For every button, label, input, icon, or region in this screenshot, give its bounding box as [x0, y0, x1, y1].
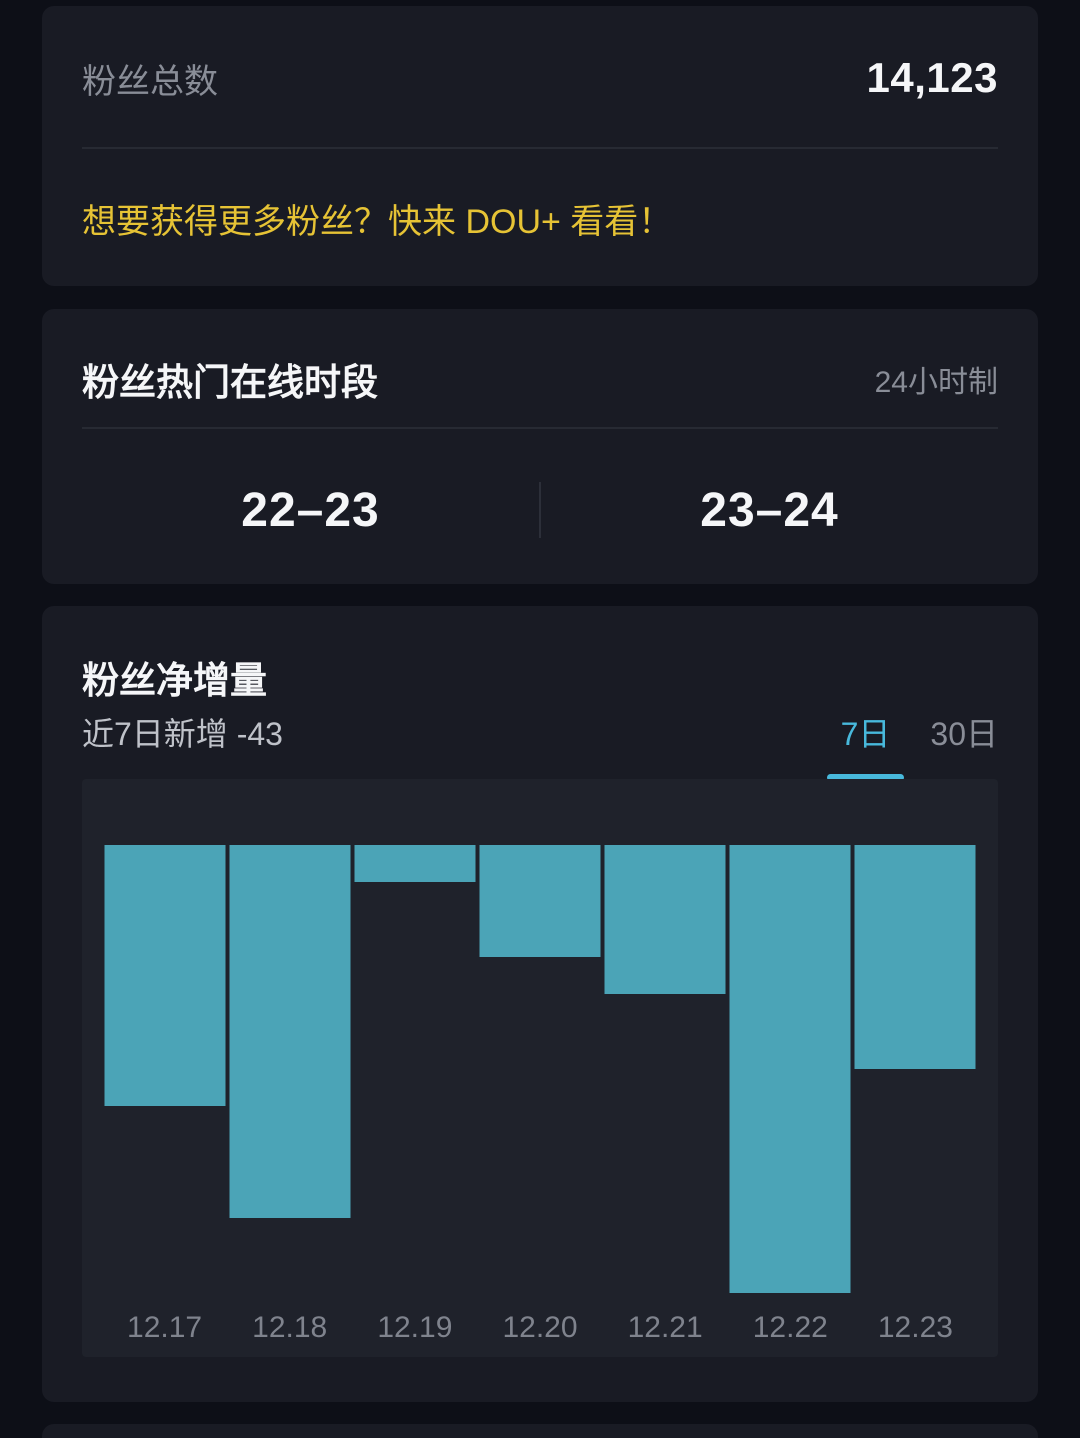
x-tick-label: 12.20 [502, 1311, 578, 1344]
fan-stats-page: 粉丝总数 14,123 想要获得更多粉丝？快来 DOU+ 看看！ 粉丝热门在线时… [0, 6, 1080, 1438]
time-slot-2: 23–24 [700, 483, 839, 537]
x-tick-label: 12.22 [752, 1311, 828, 1344]
x-tick-label: 12.18 [252, 1311, 328, 1344]
x-tick-label: 12.23 [877, 1311, 953, 1344]
tab-30-days[interactable]: 30日 [930, 716, 998, 752]
chart-column: 12.18 [227, 779, 352, 1357]
bar-12.20[interactable] [479, 845, 601, 957]
online-time-title: 粉丝热门在线时段 [82, 362, 378, 403]
online-time-header: 粉丝热门在线时段 24小时制 [82, 309, 998, 403]
divider [82, 147, 998, 149]
divider [82, 427, 998, 429]
time-slot-1: 22–23 [241, 483, 380, 537]
fans-total-card: 粉丝总数 14,123 想要获得更多粉丝？快来 DOU+ 看看！ [42, 6, 1038, 286]
chart-column: 12.19 [352, 779, 477, 1357]
chart-column: 12.21 [603, 779, 728, 1357]
fans-total-label: 粉丝总数 [82, 62, 218, 101]
fans-total-header: 粉丝总数 14,123 [82, 6, 998, 101]
bar-12.18[interactable] [229, 845, 351, 1218]
bar-12.21[interactable] [604, 845, 726, 994]
chart-column: 12.20 [477, 779, 602, 1357]
chart-column: 12.23 [853, 779, 978, 1357]
next-card-stub [42, 1424, 1038, 1438]
x-tick-label: 12.21 [627, 1311, 703, 1344]
fans-total-value: 14,123 [866, 54, 998, 101]
vertical-divider [539, 482, 541, 538]
time-format-label: 24小时制 [874, 366, 998, 399]
tab-7-days[interactable]: 7日 [826, 709, 905, 781]
range-tabs: 7日 30日 [826, 709, 998, 781]
online-time-card: 粉丝热门在线时段 24小时制 22–23 23–24 [42, 309, 1038, 584]
dou-plus-promo-link[interactable]: 想要获得更多粉丝？快来 DOU+ 看看！ [82, 203, 673, 241]
chart-column: 12.22 [728, 779, 853, 1357]
net-growth-chart: 12.17 12.18 12.19 12.20 12.21 12.22 12.23 [82, 779, 998, 1357]
time-slots-row: 22–23 23–24 [82, 482, 998, 538]
net-growth-title-row: 粉丝净增量 [82, 606, 998, 701]
bar-12.17[interactable] [104, 845, 226, 1106]
bar-12.23[interactable] [854, 845, 976, 1069]
x-tick-label: 12.17 [127, 1311, 203, 1344]
bar-12.22[interactable] [729, 845, 851, 1293]
net-growth-card: 粉丝净增量 近7日新增 -43 7日 30日 12.17 12.18 12.19 12… [42, 606, 1038, 1402]
x-tick-label: 12.19 [377, 1311, 453, 1344]
net-growth-subrow: 近7日新增 -43 7日 30日 [82, 714, 998, 781]
chart-column: 12.17 [102, 779, 227, 1357]
bar-12.19[interactable] [354, 845, 476, 882]
net-growth-title: 粉丝净增量 [82, 660, 267, 701]
net-growth-subtitle: 近7日新增 -43 [82, 716, 283, 752]
